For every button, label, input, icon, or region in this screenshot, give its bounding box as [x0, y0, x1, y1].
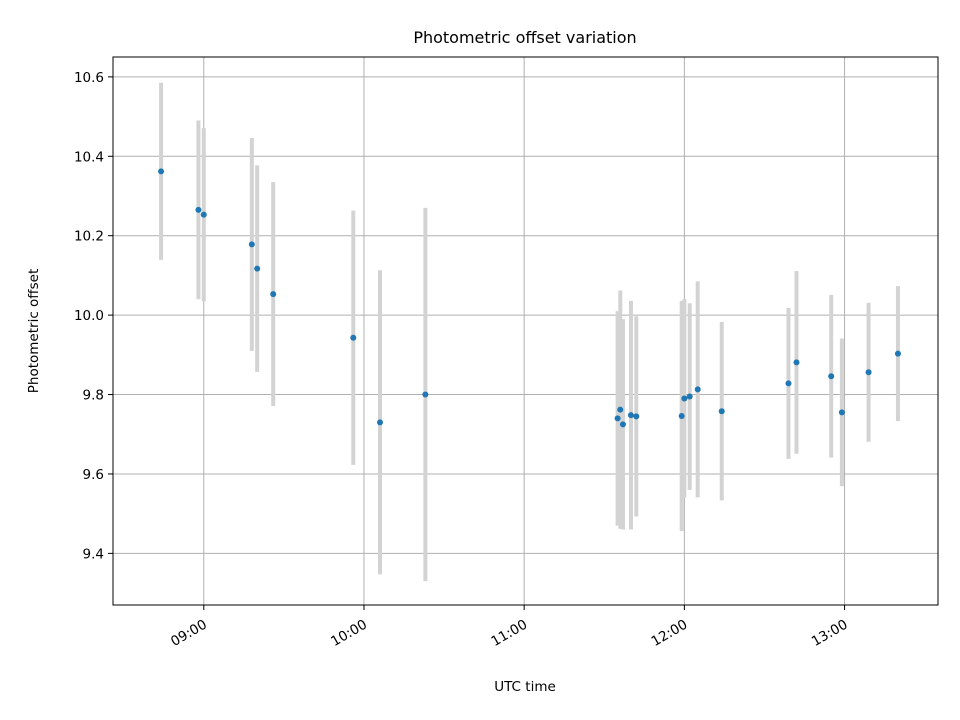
data-point [614, 415, 621, 422]
data-point [793, 359, 800, 366]
data-point [376, 419, 383, 426]
data-point [619, 421, 626, 428]
y-axis-label: Photometric offset [26, 269, 42, 393]
data-point [617, 406, 624, 413]
data-point [718, 408, 725, 415]
data-point [686, 393, 693, 400]
data-point [254, 265, 261, 272]
y-tick-label: 9.8 [83, 388, 104, 404]
data-point [633, 413, 640, 420]
x-tick-label: 10:00 [328, 617, 370, 650]
data-point [681, 395, 688, 402]
plot-area [113, 57, 938, 605]
data-point [422, 391, 429, 398]
x-tick-label: 12:00 [649, 617, 691, 650]
data-points [158, 168, 901, 428]
x-tick-label: 13:00 [809, 617, 851, 650]
data-point [785, 380, 792, 387]
x-tick-label: 11:00 [488, 617, 530, 650]
y-tick-label: 10.0 [74, 308, 104, 324]
x-axis: 09:00 10:00 11:00 12:00 13:00 [168, 605, 851, 650]
data-point [865, 369, 872, 376]
data-point [195, 206, 202, 213]
y-tick-label: 10.2 [74, 229, 104, 245]
data-point [828, 373, 835, 380]
data-point [678, 412, 685, 419]
data-point [270, 291, 277, 298]
y-axis: 9.4 9.6 9.8 10.0 10.2 10.4 10.6 [74, 70, 113, 562]
y-tick-label: 9.4 [83, 546, 104, 562]
data-point [894, 350, 901, 357]
data-point [158, 168, 165, 175]
data-point [627, 412, 634, 419]
data-point [694, 386, 701, 393]
data-point [248, 241, 255, 248]
data-point [350, 334, 357, 341]
data-point [200, 211, 207, 218]
y-tick-label: 9.6 [83, 467, 104, 483]
y-tick-label: 10.4 [74, 149, 104, 165]
data-point [838, 409, 845, 416]
x-tick-label: 09:00 [168, 617, 210, 650]
x-axis-label: UTC time [494, 679, 556, 695]
chart-title: Photometric offset variation [413, 28, 636, 47]
y-tick-label: 10.6 [74, 70, 104, 86]
plot-frame [112, 56, 939, 606]
